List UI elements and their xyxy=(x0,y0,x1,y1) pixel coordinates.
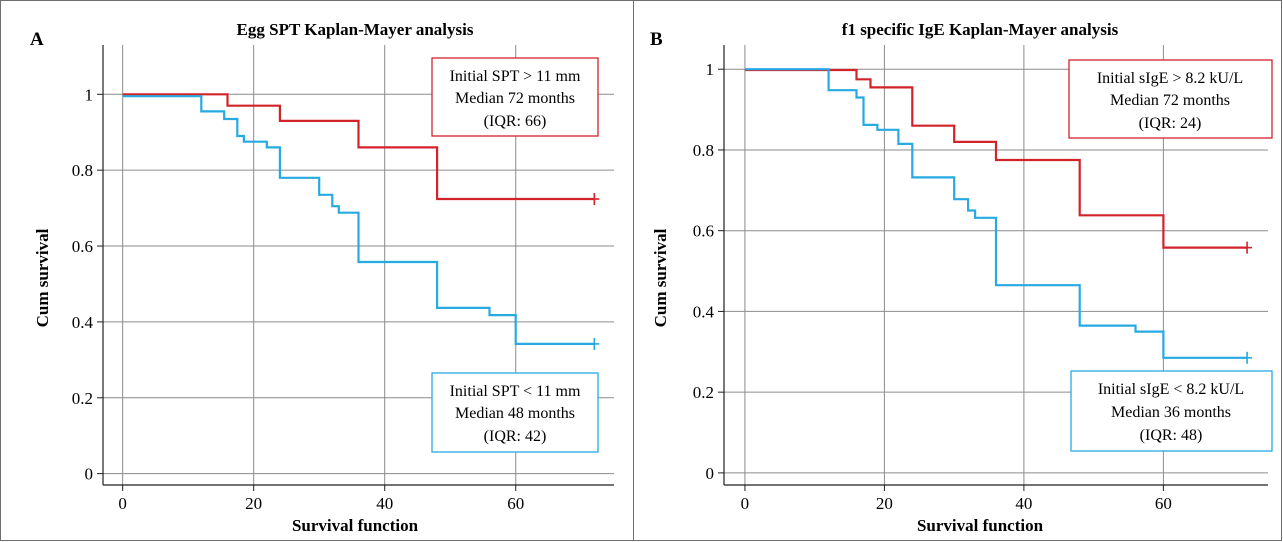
panel-b-series xyxy=(744,68,1253,364)
x-tick-label: 40 xyxy=(376,494,393,513)
panel-a-label: A xyxy=(30,29,44,50)
annotation-box xyxy=(1068,59,1273,139)
annotation-box xyxy=(431,372,599,453)
y-tick-label: 0.8 xyxy=(72,161,93,180)
annotation-box xyxy=(1070,370,1273,452)
panel-a: A Egg SPT Kaplan-Mayer analysis Survival… xyxy=(30,20,614,535)
annotation-line: Median 72 months xyxy=(455,90,575,107)
panel-a-title: Egg SPT Kaplan-Mayer analysis xyxy=(237,20,474,39)
panel-a-annotation-low: Initial SPT < 11 mm Median 48 months (IQ… xyxy=(431,372,599,453)
annotation-box xyxy=(431,57,599,137)
annotation-line: (IQR: 48) xyxy=(1140,427,1203,444)
y-tick-label: 0.4 xyxy=(693,302,715,321)
x-tick-label: 40 xyxy=(1015,494,1032,513)
annotation-line: Median 36 months xyxy=(1111,404,1231,421)
annotation-line: Initial sIgE > 8.2 kU/L xyxy=(1097,70,1243,87)
x-tick-label: 20 xyxy=(876,494,893,513)
panel-b: B f1 specific IgE Kaplan-Mayer analysis … xyxy=(650,20,1273,535)
x-tick-label: 60 xyxy=(507,494,524,513)
survival-curve-high xyxy=(744,68,1248,249)
annotation-line: Median 48 months xyxy=(455,405,575,422)
censor-mark xyxy=(589,337,600,350)
panel-b-x-axis-label: Survival function xyxy=(917,516,1044,535)
panel-a-series xyxy=(122,93,600,350)
panel-a-y-axis-label: Cum survival xyxy=(33,228,52,327)
y-tick-label: 0.6 xyxy=(693,222,714,241)
panel-a-x-axis-label: Survival function xyxy=(292,516,419,535)
y-tick-label: 0.8 xyxy=(693,141,714,160)
panel-b-ticks: 0 20 40 60 0 0.2 0.4 0.6 0.8 1 xyxy=(693,60,1172,513)
annotation-line: (IQR: 24) xyxy=(1139,115,1202,132)
panel-b-title: f1 specific IgE Kaplan-Mayer analysis xyxy=(842,20,1119,39)
annotation-line: Initial SPT > 11 mm xyxy=(450,68,581,85)
annotation-line: Median 72 months xyxy=(1110,92,1230,109)
panel-b-axes xyxy=(723,45,1268,486)
x-tick-label: 0 xyxy=(118,494,127,513)
annotation-line: (IQR: 66) xyxy=(484,113,547,130)
panel-b-annotation-high: Initial sIgE > 8.2 kU/L Median 72 months… xyxy=(1068,59,1273,139)
y-tick-label: 0.2 xyxy=(693,383,714,402)
censor-mark xyxy=(1242,241,1253,254)
panel-a-axes xyxy=(102,45,614,486)
x-tick-label: 20 xyxy=(245,494,262,513)
survival-curve-low xyxy=(744,68,1248,359)
censor-mark xyxy=(589,193,600,205)
y-tick-label: 0.6 xyxy=(72,237,93,256)
x-tick-label: 0 xyxy=(741,494,750,513)
panel-b-annotation-low: Initial sIgE < 8.2 kU/L Median 36 months… xyxy=(1070,370,1273,452)
panel-a-annotation-high: Initial SPT > 11 mm Median 72 months (IQ… xyxy=(431,57,599,137)
annotation-line: Initial SPT < 11 mm xyxy=(450,383,581,400)
y-tick-label: 0 xyxy=(85,465,94,484)
annotation-line: Initial sIgE < 8.2 kU/L xyxy=(1098,381,1244,398)
y-tick-label: 0.2 xyxy=(72,389,93,408)
survival-curve-high xyxy=(122,93,595,201)
y-tick-label: 0 xyxy=(706,464,715,483)
panel-b-y-axis-label: Cum survival xyxy=(651,228,670,327)
y-tick-label: 1 xyxy=(706,60,715,79)
annotation-line: (IQR: 42) xyxy=(484,428,547,445)
panel-b-label: B xyxy=(650,29,663,50)
y-tick-label: 1 xyxy=(85,85,94,104)
censor-mark xyxy=(1242,351,1253,364)
x-tick-label: 60 xyxy=(1155,494,1172,513)
panel-a-ticks: 0 20 40 60 0 0.2 0.4 0.6 0.8 1 xyxy=(72,85,524,513)
panel-divider xyxy=(633,0,634,541)
y-tick-label: 0.4 xyxy=(72,313,94,332)
survival-curve-low xyxy=(122,95,595,345)
